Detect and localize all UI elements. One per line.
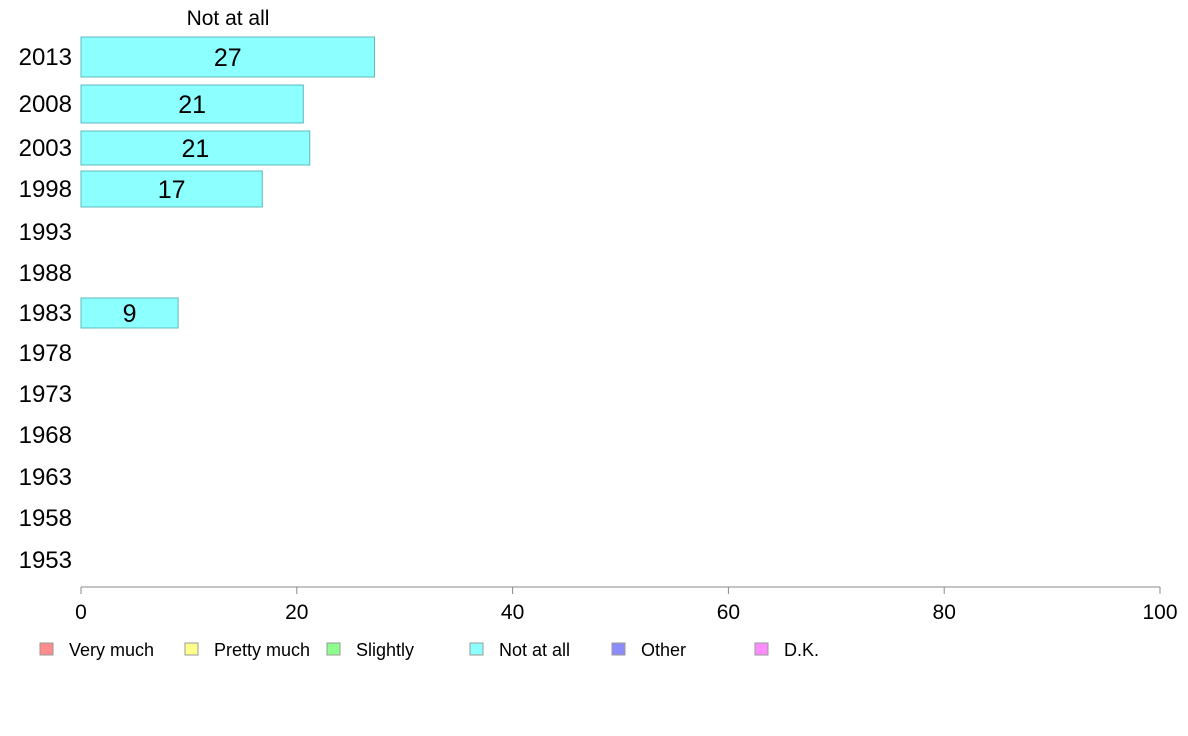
y-tick-label-1953: 1953 <box>19 547 72 574</box>
x-axis: 0 20 40 60 80 100 <box>75 586 1178 624</box>
x-tick-label-80: 80 <box>933 601 956 624</box>
y-tick-label-2003: 2003 <box>19 135 72 162</box>
y-tick-label-1983: 1983 <box>19 300 72 327</box>
x-tick-label-20: 20 <box>285 601 308 624</box>
x-tick-label-100: 100 <box>1142 601 1177 624</box>
bar-1998 <box>80 170 263 208</box>
bar-2003 <box>80 130 311 166</box>
legend-swatch-3 <box>326 642 341 656</box>
data-label-1998: 17 <box>158 176 186 204</box>
legend-swatch-4 <box>469 642 484 656</box>
legend-label-6: D.K. <box>784 640 819 660</box>
legend-swatch-2 <box>184 642 199 656</box>
x-tick-label-0: 0 <box>75 601 87 624</box>
legend-label-4: Not at all <box>499 640 570 660</box>
legend-swatch-6 <box>754 642 769 656</box>
bar-2008 <box>80 84 304 124</box>
legend: Very much Pretty much Slightly Not at all Ot… <box>39 640 819 660</box>
bars-group: 27 21 21 17 9 <box>80 36 375 329</box>
legend-label-2: Pretty much <box>214 640 310 660</box>
y-tick-label-1973: 1973 <box>19 381 72 408</box>
y-tick-label-1988: 1988 <box>19 260 72 287</box>
y-tick-label-1993: 1993 <box>19 219 72 246</box>
y-tick-label-1998: 1998 <box>19 176 72 203</box>
bar-1983 <box>80 297 179 329</box>
y-tick-label-1968: 1968 <box>19 422 72 449</box>
bar-2013 <box>80 36 375 78</box>
legend-swatch-1 <box>39 642 54 656</box>
data-label-2008: 21 <box>178 91 206 119</box>
x-tick-label-60: 60 <box>717 601 740 624</box>
y-tick-label-1958: 1958 <box>19 505 72 532</box>
chart-title: Not at all <box>187 7 270 30</box>
data-label-2013: 27 <box>214 44 242 72</box>
y-tick-label-2013: 2013 <box>19 44 72 71</box>
legend-label-3: Slightly <box>356 640 414 660</box>
legend-swatch-5 <box>611 642 626 656</box>
y-tick-label-2008: 2008 <box>19 91 72 118</box>
legend-label-1: Very much <box>69 640 154 660</box>
x-tick-label-40: 40 <box>501 601 524 624</box>
data-label-1983: 9 <box>123 300 137 328</box>
y-tick-labels: 2013 2008 2003 1998 1993 1988 1983 1978 1973 1968… <box>19 44 72 574</box>
legend-label-5: Other <box>641 640 686 660</box>
data-label-2003: 21 <box>181 135 209 163</box>
y-tick-label-1978: 1978 <box>19 340 72 367</box>
y-tick-label-1963: 1963 <box>19 464 72 491</box>
